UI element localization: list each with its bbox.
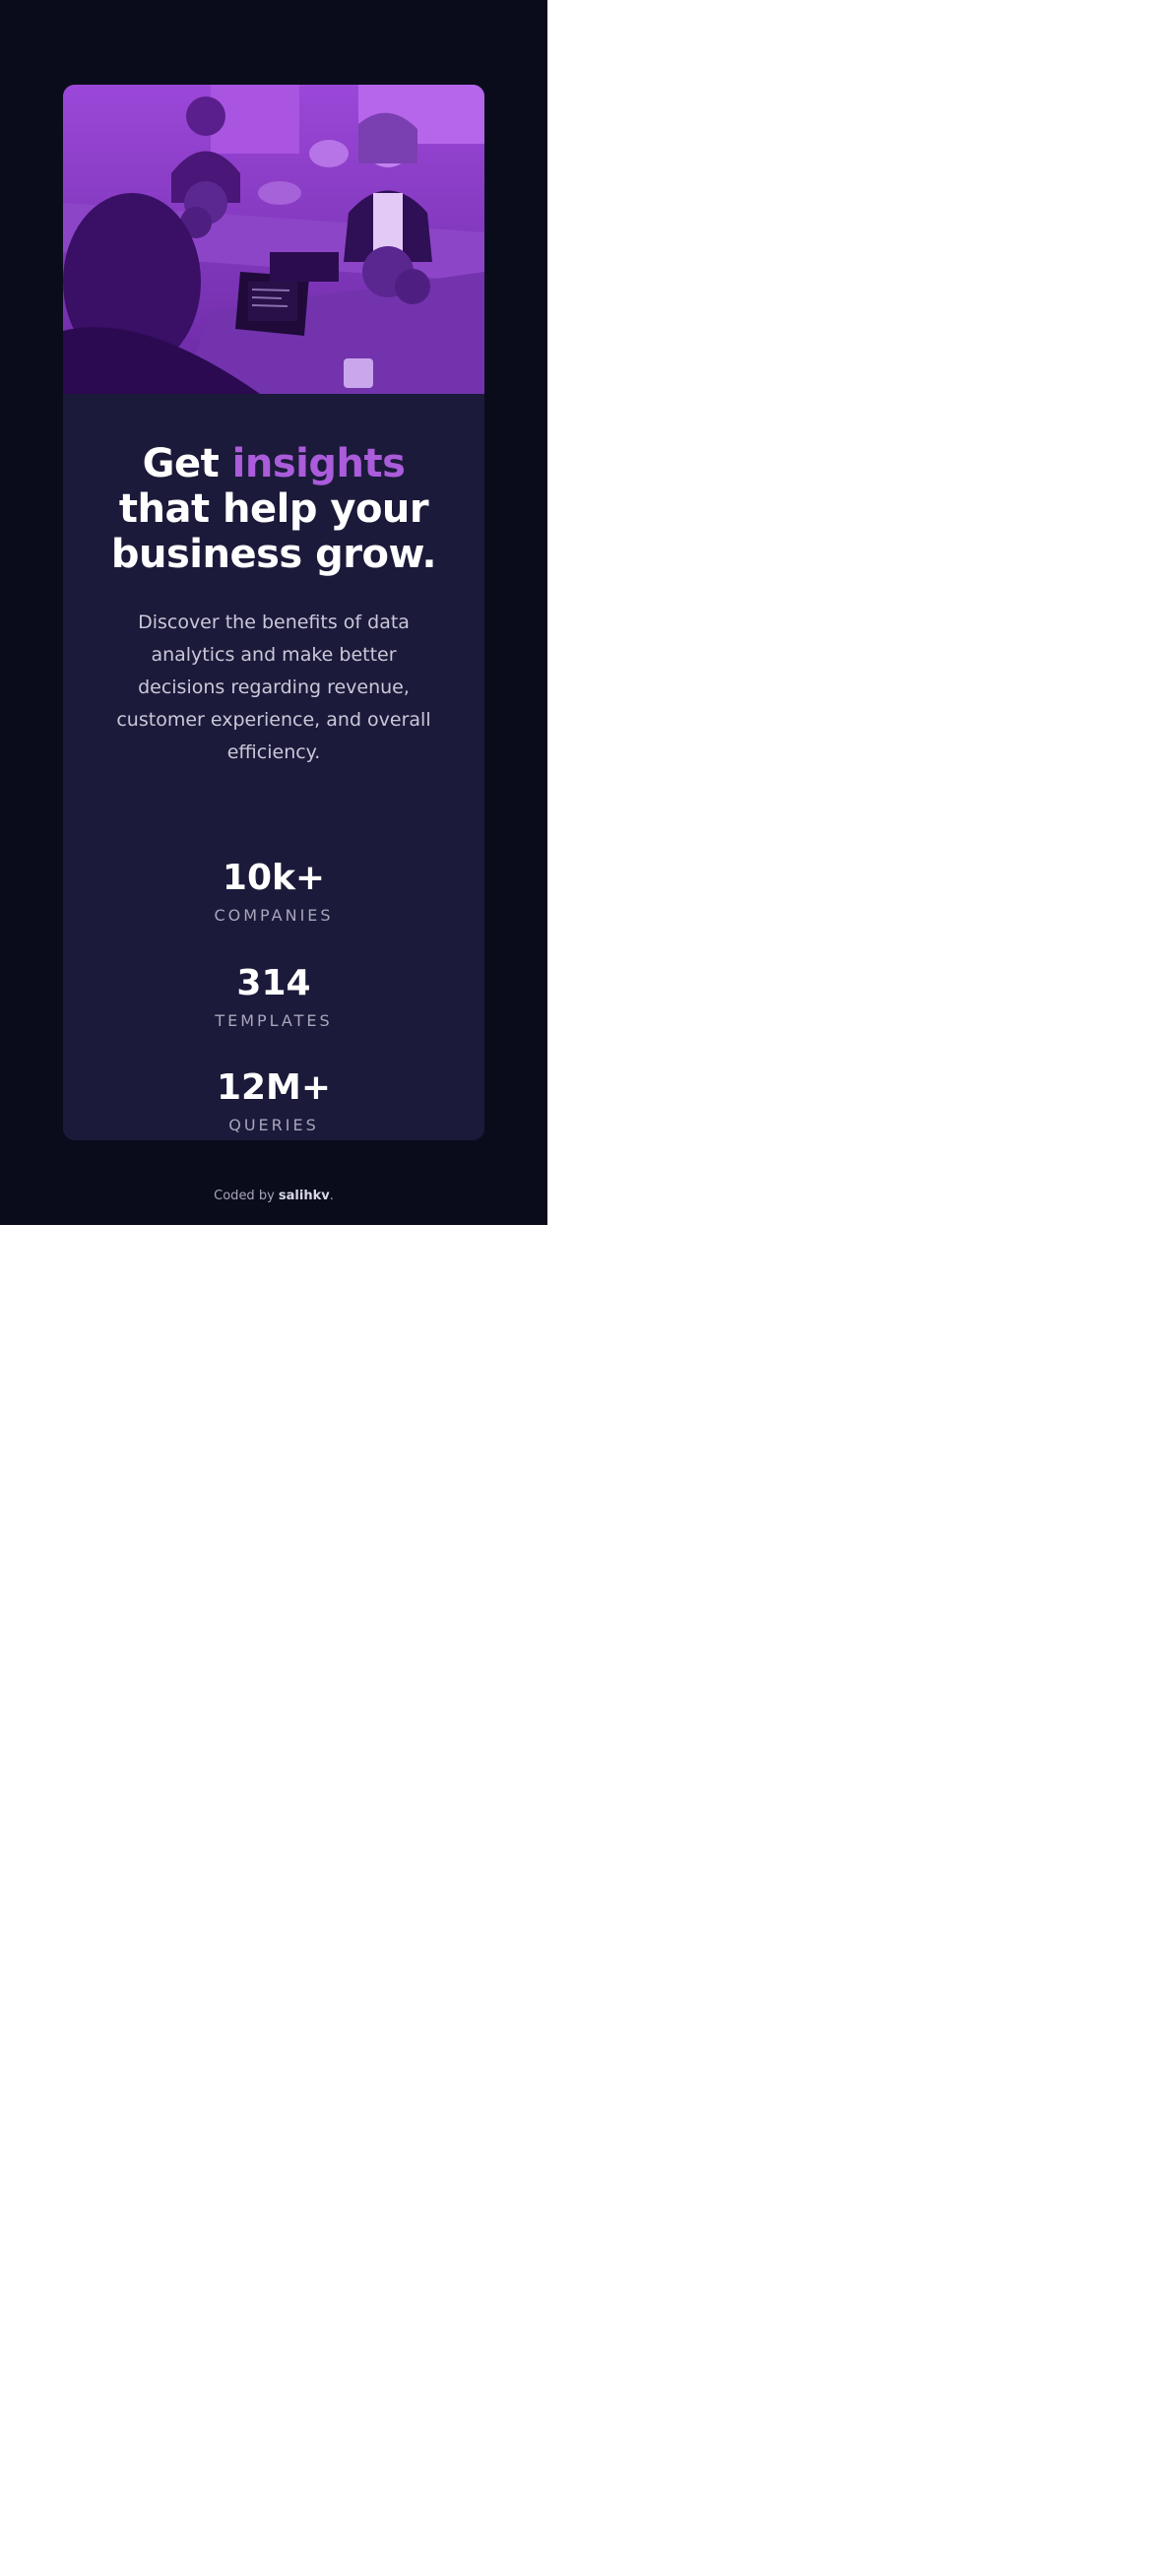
stat-queries: 12M+ QUERIES <box>63 1068 484 1135</box>
stats-card: Get insights that help your business gro… <box>63 85 484 1140</box>
headline-accent: insights <box>231 441 406 486</box>
headline-text-after: that help your business grow. <box>110 486 437 577</box>
stat-label: COMPANIES <box>214 906 334 925</box>
headline-text-before: Get <box>142 441 232 486</box>
hero-image <box>63 85 484 394</box>
stat-value: 12M+ <box>216 1067 332 1108</box>
page-background: Get insights that help your business gro… <box>0 0 547 1225</box>
stat-templates: 314 TEMPLATES <box>63 964 484 1031</box>
attribution-footer: Coded by salihkv. <box>0 1189 547 1203</box>
stat-value: 314 <box>236 963 311 1003</box>
description: Discover the benefits of data analytics … <box>116 612 431 763</box>
stat-label: QUERIES <box>228 1116 319 1134</box>
footer-prefix: Coded by <box>214 1189 279 1203</box>
stat-value: 10k+ <box>222 858 326 898</box>
stat-companies: 10k+ COMPANIES <box>63 859 484 926</box>
author-link[interactable]: salihkv <box>278 1189 330 1203</box>
footer-suffix: . <box>329 1189 334 1203</box>
stat-label: TEMPLATES <box>215 1011 333 1030</box>
headline: Get insights that help your business gro… <box>102 441 445 577</box>
